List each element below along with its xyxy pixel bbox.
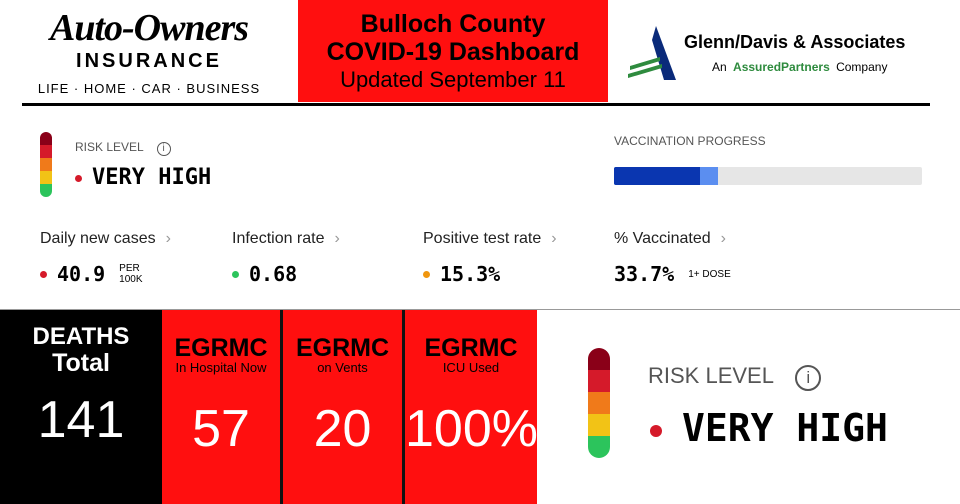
text: AssuredPartners	[733, 60, 830, 74]
risk-gauge	[588, 348, 610, 458]
text: 100K	[119, 274, 143, 285]
card-title: EGRMC	[174, 334, 268, 362]
text: 15.3%	[440, 262, 501, 286]
metric-value: 0.68	[232, 262, 297, 286]
text: VERY HIGH	[682, 406, 888, 450]
metric-value: 15.3%	[423, 262, 500, 286]
chevron: ›	[720, 230, 726, 247]
card-value: 100%	[405, 400, 538, 458]
metric-label: Positive test rate ›	[423, 230, 557, 248]
egrmc-card: EGRMC In Hospital Now 57	[162, 310, 280, 504]
metric-label: Infection rate ›	[232, 230, 340, 248]
vacc-segment	[614, 167, 701, 185]
updated: Updated September 11	[340, 67, 566, 92]
logo-mark	[628, 26, 676, 80]
chevron: ›	[334, 230, 340, 247]
company-name: Glenn/Davis & Associates	[684, 32, 906, 52]
vacc-label: VACCINATION PROGRESS	[614, 134, 766, 148]
card-sub: ICU Used	[442, 360, 500, 375]
metric-label: % Vaccinated ›	[614, 230, 726, 248]
card-value: 57	[192, 400, 250, 458]
text: RISK LEVEL	[648, 363, 774, 388]
card-title: Total	[52, 349, 110, 377]
title-line: Bulloch County	[360, 10, 546, 38]
risk-level: VERY HIGH	[75, 165, 211, 190]
text: Company	[836, 60, 888, 74]
text: 0.68	[249, 262, 298, 286]
chevron: ›	[551, 230, 557, 247]
separator	[280, 310, 283, 504]
card-sub: In Hospital Now	[175, 360, 267, 375]
card-title: EGRMC	[295, 334, 390, 362]
card-sub: on Vents	[317, 360, 368, 375]
tagline: LIFE · HOME · CAR · BUSINESS	[37, 81, 261, 96]
separator	[402, 310, 405, 504]
metric-unit: PER 100K	[119, 263, 142, 285]
title-box: Bulloch County COVID-19 Dashboard Update…	[298, 0, 608, 102]
risk-label: RISK LEVEL i	[75, 140, 171, 156]
metric-value: 33.7% 1+ DOSE	[614, 262, 731, 286]
chevron: ›	[165, 230, 171, 247]
vacc-bar	[614, 167, 922, 185]
text: PER	[119, 263, 140, 274]
risk-label: RISK LEVEL i	[648, 363, 822, 391]
card-value: 20	[313, 400, 372, 458]
card-title: DEATHS	[32, 323, 130, 350]
right-logo: Glenn/Davis & Associates An AssuredPartn…	[608, 0, 960, 104]
brand: Auto-Owners	[49, 7, 249, 49]
dot	[40, 270, 47, 278]
dot	[232, 270, 239, 278]
text: 33.7%	[614, 262, 675, 286]
text: An	[712, 60, 727, 74]
risk-gauge	[40, 132, 52, 197]
dot	[423, 270, 430, 278]
metric-unit: 1+ DOSE	[688, 269, 731, 280]
text: Positive test rate	[423, 230, 542, 247]
text: 40.9	[57, 262, 106, 286]
title-line: COVID-19 Dashboard	[326, 38, 580, 66]
text: % Vaccinated	[614, 230, 711, 247]
egrmc-card: EGRMC ICU Used 100%	[405, 310, 538, 504]
left-logo: Auto-Owners INSURANCE LIFE · HOME · CAR …	[0, 0, 298, 104]
deaths-card: DEATHS Total 141	[0, 310, 162, 504]
brand-sub: INSURANCE	[76, 50, 222, 72]
card-value: 141	[37, 391, 125, 449]
text: RISK LEVEL	[75, 140, 144, 154]
risk-level: VERY HIGH	[650, 406, 888, 450]
text: 1+ DOSE	[688, 268, 731, 280]
text: VERY HIGH	[92, 165, 212, 190]
card-title: EGRMC	[424, 334, 518, 362]
egrmc-card: EGRMC on Vents 20	[283, 310, 402, 504]
text: Daily new cases	[40, 230, 156, 247]
divider	[0, 309, 960, 310]
metric-value: 40.9 PER 100K	[40, 262, 143, 286]
divider	[22, 103, 930, 106]
metric-label: Daily new cases ›	[40, 230, 171, 248]
text: Infection rate	[232, 230, 325, 247]
company-sub: An AssuredPartners Company	[712, 60, 887, 74]
